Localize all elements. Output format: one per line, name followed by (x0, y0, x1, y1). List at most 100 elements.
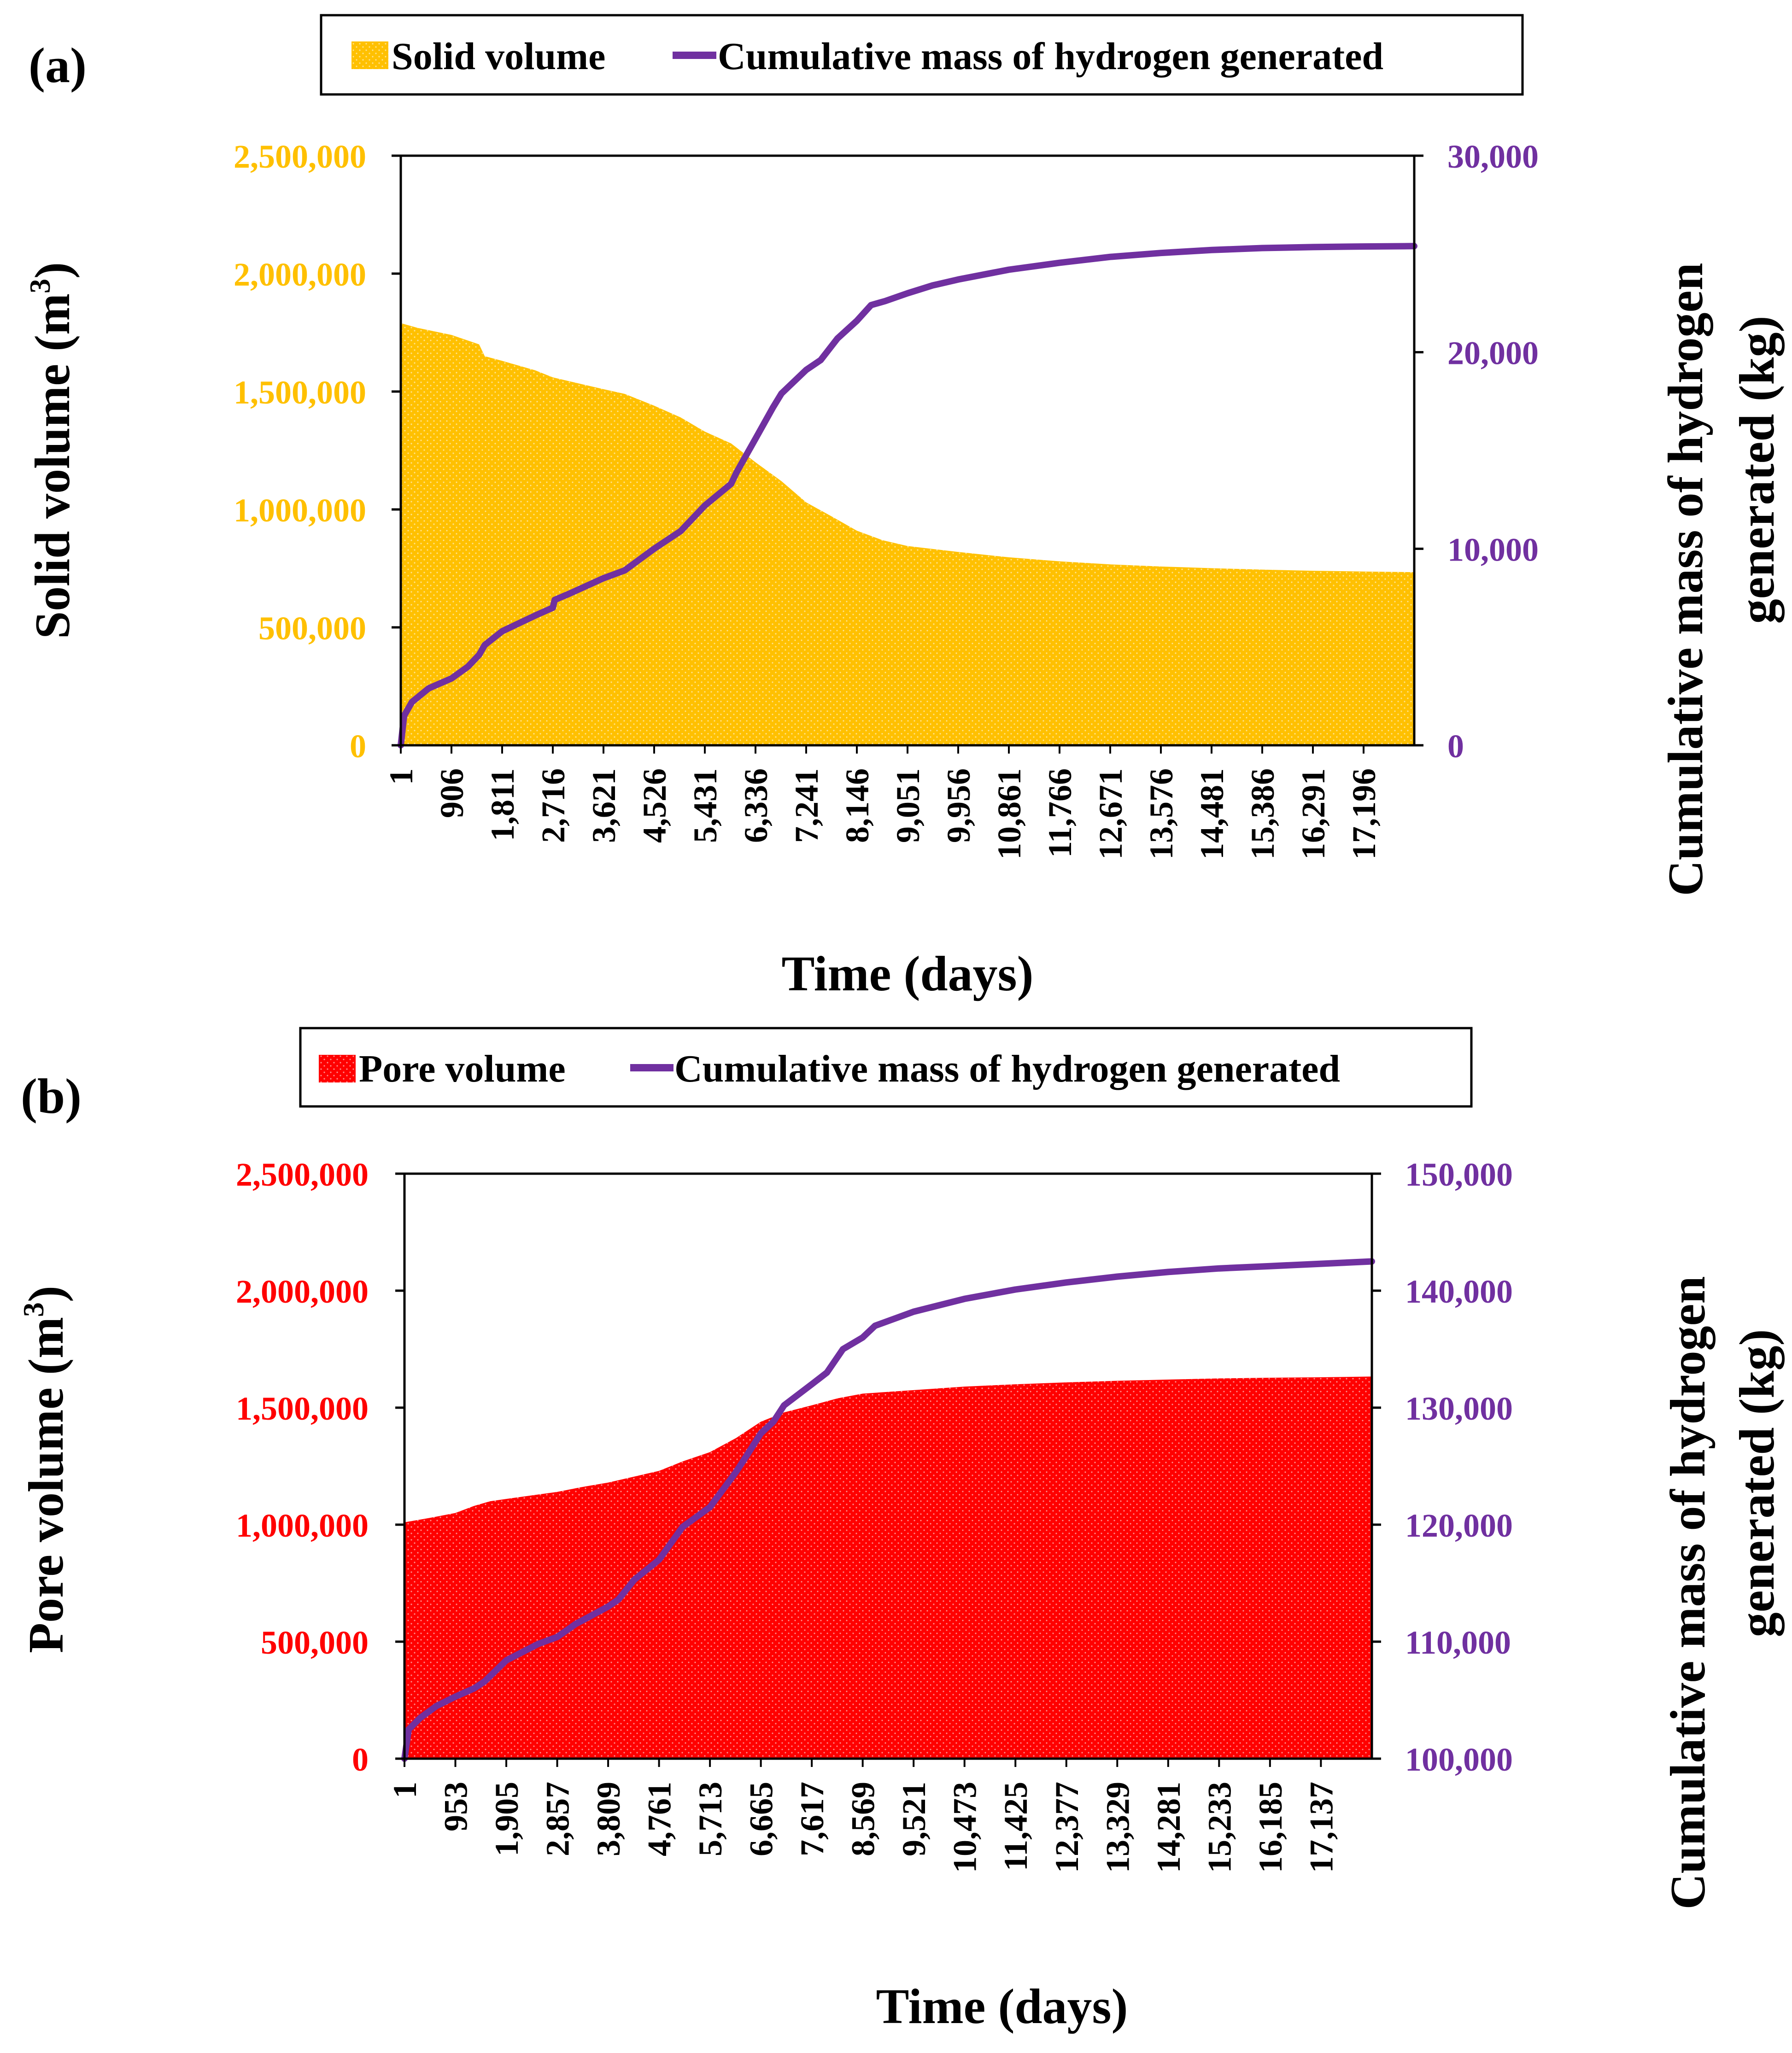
panel-a-x-tick-label: 6,336 (738, 768, 774, 843)
panel-b-right-axis-title-line2: generated (kg) (1730, 1329, 1785, 1638)
panel-a-x-tick-label: 8,146 (839, 768, 876, 843)
panel-b-left-tick-label: 0 (352, 1741, 369, 1778)
panel-a-right-tick-label: 30,000 (1447, 138, 1539, 175)
panel-a-right-axis-title-line2: generated (kg) (1730, 316, 1785, 624)
panel-a-x-tick-label: 4,526 (636, 768, 673, 843)
panel-a-x-tick-label: 906 (433, 768, 470, 818)
panel-a-left-tick-label: 2,500,000 (234, 138, 366, 175)
panel-a-left-tick-label: 1,000,000 (234, 492, 366, 529)
panel-a-left-axis-title-sup: 3 (23, 279, 56, 293)
panel-a-label: (a) (29, 38, 87, 93)
panel-a-left-axis-ticks: 0 500,000 1,000,000 1,500,000 2,000,000 2,500… (234, 138, 401, 765)
panel-a-left-tick-label: 2,000,000 (234, 256, 366, 293)
panel-b-legend: Pore volume Cumulative mass of hydrogen … (299, 1027, 1473, 1108)
panel-b-left-axis-title-text: Pore volume (m (19, 1317, 74, 1653)
panel-b-x-tick-label: 2,857 (539, 1782, 576, 1856)
panel-b-left-tick-label: 500,000 (261, 1624, 369, 1661)
panel-a-hydrogen-line-layer (398, 243, 1417, 749)
panel-a-x-tick-label: 1 (383, 768, 420, 785)
panel-b-pore-volume-area-layer (404, 1376, 1372, 1759)
panel-b-x-tick-label: 1,905 (488, 1782, 525, 1856)
panel-a-x-tick-label: 15,386 (1244, 768, 1281, 860)
panel-a-legend-box (320, 14, 1524, 96)
panel-b-left-tick-label: 1,000,000 (236, 1507, 369, 1544)
panel-b-hydrogen-series-line (401, 1258, 1375, 1762)
panel-b-x-tick-label: 11,425 (997, 1782, 1034, 1871)
panel-b-x-tick-label: 12,377 (1048, 1782, 1085, 1873)
panel-b-x-tick-label: 6,665 (743, 1782, 780, 1856)
panel-a-x-tick-label: 2,716 (535, 768, 572, 843)
panel-b-right-tick-label: 150,000 (1405, 1156, 1513, 1193)
panel-b-x-tick-label: 15,233 (1201, 1782, 1238, 1873)
panel-a-area-series-texture (401, 323, 1414, 745)
panel-a-x-tick-label: 14,481 (1194, 768, 1230, 860)
panel-b-x-tick-label: 953 (438, 1782, 474, 1831)
panel-b-x-axis-title: Time (days) (876, 1979, 1128, 2034)
panel-a-chart: (a) Solid volume Cumulative mass of hydr… (23, 14, 1785, 1001)
panel-a-legend-line-label: Cumulative mass of hydrogen generated (718, 35, 1383, 78)
panel-b-x-tick-label: 1 (387, 1782, 423, 1798)
panel-b-right-tick-label: 100,000 (1405, 1741, 1513, 1778)
panel-a-x-tick-label: 9,956 (940, 768, 977, 843)
panel-b-legend-area-label: Pore volume (359, 1047, 566, 1090)
panel-a-left-axis-title-text: Solid volume (m (25, 293, 80, 639)
panel-a-right-tick-label: 20,000 (1447, 335, 1539, 372)
panel-b-x-tick-label: 7,617 (794, 1782, 831, 1856)
panel-b-x-tick-label: 17,137 (1303, 1782, 1340, 1873)
panel-a-x-tick-label: 17,196 (1346, 768, 1382, 860)
panel-b-left-tick-label: 2,500,000 (236, 1156, 369, 1193)
panel-a-x-tick-label: 10,861 (991, 768, 1028, 860)
panel-b-x-tick-label: 4,761 (641, 1782, 678, 1856)
panel-a-x-tick-label: 5,431 (687, 768, 724, 843)
panel-a-x-tick-label: 12,671 (1092, 768, 1129, 860)
panel-b-right-tick-label: 110,000 (1405, 1624, 1511, 1661)
panel-a-solid-volume-area-layer (401, 323, 1414, 745)
panel-b-left-axis-title-end: ) (19, 1286, 74, 1302)
panel-a-x-tick-label: 16,291 (1295, 768, 1332, 860)
panel-a-right-axis-title-line1: Cumulative mass of hydrogen (1658, 263, 1713, 896)
panel-b-right-axis-title-line1: Cumulative mass of hydrogen (1661, 1276, 1716, 1909)
panel-b-legend-line-label: Cumulative mass of hydrogen generated (674, 1047, 1340, 1090)
panel-b-left-tick-label: 1,500,000 (236, 1390, 369, 1427)
panel-a-hydrogen-series-line (398, 243, 1417, 749)
panel-b-legend-box (299, 1027, 1473, 1108)
panel-a-left-tick-label: 1,500,000 (234, 374, 366, 411)
panel-b-left-axis-title-sup: 3 (17, 1302, 50, 1317)
panel-b-x-tick-label: 16,185 (1252, 1782, 1289, 1873)
panel-a-x-tick-label: 7,241 (788, 768, 825, 843)
panel-a-x-tick-label: 11,766 (1042, 768, 1078, 858)
panel-b-x-tick-label: 3,809 (590, 1782, 627, 1856)
panel-b-x-tick-label: 13,329 (1099, 1782, 1136, 1873)
panel-a-legend-area-label: Solid volume (392, 35, 605, 78)
panel-b-hydrogen-line-layer (401, 1258, 1375, 1762)
panel-a-right-tick-label: 10,000 (1447, 531, 1539, 568)
panel-a-left-axis-title-end: ) (25, 262, 80, 279)
panel-b-chart: (b) Pore volume Cumulative mass of hydro… (17, 1027, 1785, 2034)
panel-a-x-tick-label: 9,051 (890, 768, 926, 843)
panel-a-x-tick-label: 13,576 (1143, 768, 1180, 860)
panel-b-right-tick-label: 130,000 (1405, 1390, 1513, 1427)
panel-a-x-axis-title: Time (days) (781, 947, 1033, 1001)
panel-a-legend: Solid volume Cumulative mass of hydrogen… (320, 14, 1524, 96)
panel-b-x-tick-label: 9,521 (896, 1782, 932, 1856)
panel-b-label: (b) (21, 1069, 82, 1124)
panel-b-right-tick-label: 140,000 (1405, 1273, 1513, 1310)
panel-b-legend-area-swatch-dots (319, 1055, 356, 1082)
panel-b-x-tick-label: 8,569 (845, 1782, 882, 1856)
panel-b-left-axis-ticks: 0 500,000 1,000,000 1,500,000 2,000,000 2,500… (236, 1156, 404, 1778)
panel-b-x-tick-label: 10,473 (947, 1782, 984, 1873)
panel-b-plot-frame (403, 1172, 1373, 1760)
panel-a-left-tick-label: 500,000 (258, 610, 366, 647)
panel-a-left-axis-title: Solid volume (m3) (23, 262, 80, 639)
panel-b-x-tick-label: 14,281 (1150, 1782, 1187, 1873)
panel-b-x-axis-ticks: 1 953 1,905 2,857 3,809 4,761 5,713 6,665 7,617 8… (387, 1759, 1340, 1873)
panel-a-legend-area-swatch-dots (351, 41, 388, 69)
panel-a-left-tick-label: 0 (350, 728, 366, 765)
panel-a-x-tick-label: 3,621 (586, 768, 622, 843)
panel-b-left-tick-label: 2,000,000 (236, 1273, 369, 1310)
panel-b-right-axis-ticks: 100,000 110,000 120,000 130,000 140,000 150,0… (1372, 1156, 1513, 1778)
panel-a-x-axis-ticks: 1 906 1,811 2,716 3,621 4,526 5,431 6,336 7,241 8… (383, 745, 1382, 860)
panel-b-right-tick-label: 120,000 (1405, 1507, 1513, 1544)
panel-a-x-tick-label: 1,811 (484, 768, 521, 841)
